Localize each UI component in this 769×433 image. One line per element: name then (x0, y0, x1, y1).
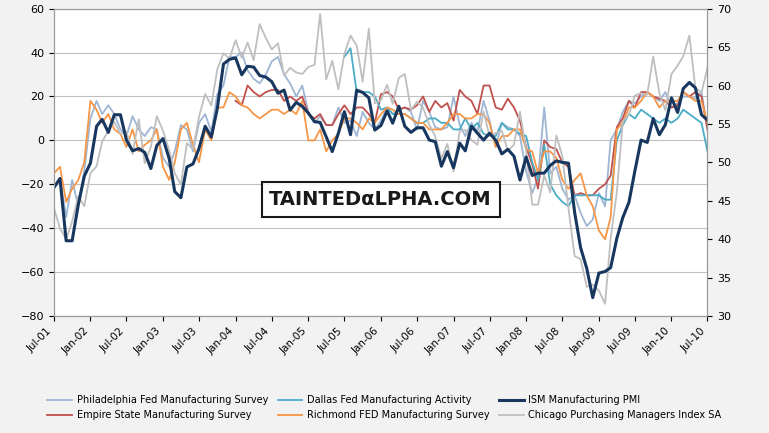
Text: TAINTEDαLPHA.COM: TAINTEDαLPHA.COM (269, 190, 492, 209)
Legend: Philadelphia Fed Manufacturing Survey, Empire State Manufacturing Survey, Dallas: Philadelphia Fed Manufacturing Survey, E… (44, 391, 725, 424)
Line: Empire State Manufacturing Survey: Empire State Manufacturing Survey (235, 86, 707, 195)
Line: Chicago Purchasing Managers Index SA: Chicago Purchasing Managers Index SA (54, 14, 707, 304)
Line: Dallas Fed Manufacturing Activity: Dallas Fed Manufacturing Activity (345, 48, 707, 206)
Line: ISM Manufacturing PMI: ISM Manufacturing PMI (54, 58, 707, 297)
Line: Richmond FED Manufacturing Survey: Richmond FED Manufacturing Survey (54, 92, 707, 239)
Line: Philadelphia Fed Manufacturing Survey: Philadelphia Fed Manufacturing Survey (54, 52, 707, 226)
